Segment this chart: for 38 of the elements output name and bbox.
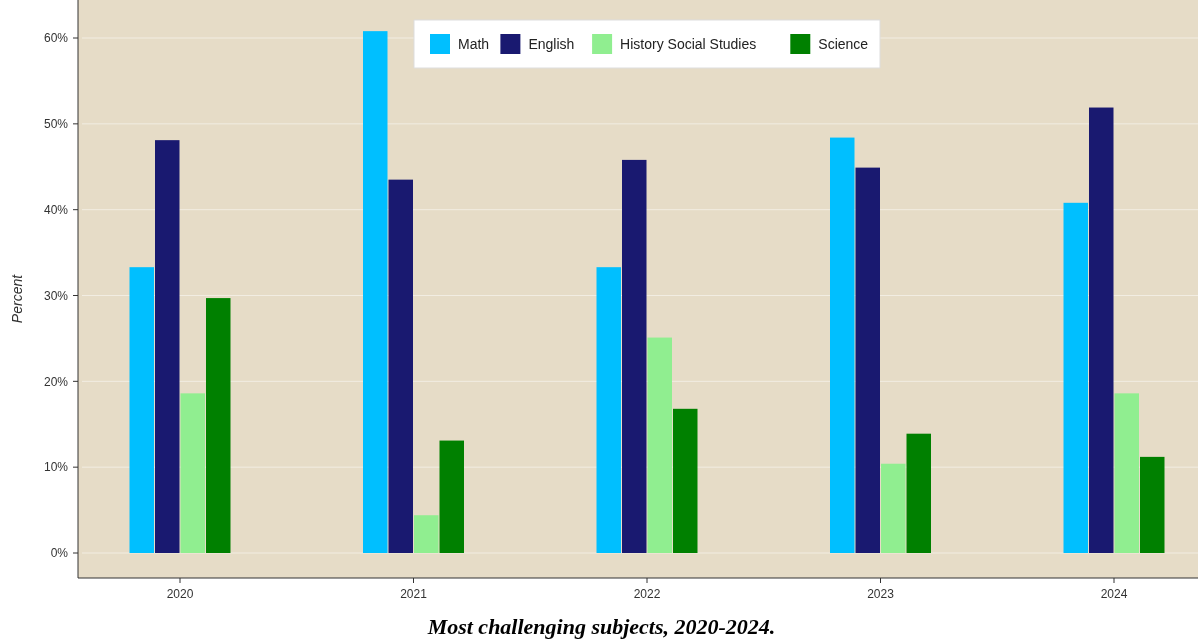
bar: [1089, 107, 1114, 553]
bar: [596, 267, 621, 553]
bar: [906, 433, 931, 553]
y-tick-label: 30%: [43, 288, 69, 303]
bar: [439, 440, 464, 553]
bar: [673, 408, 698, 553]
y-axis-title: Percent: [9, 273, 25, 324]
legend-label: Math: [458, 35, 490, 52]
bar: [206, 298, 231, 553]
bar: [129, 267, 154, 553]
bar: [622, 159, 647, 553]
bar: [1063, 202, 1088, 553]
bar: [1114, 393, 1139, 553]
x-tick-label: 2020: [166, 587, 194, 601]
y-tick-label: 40%: [43, 202, 69, 217]
legend-label: Science: [818, 35, 869, 52]
y-tick-label: 20%: [43, 374, 69, 389]
y-tick-label: 50%: [43, 117, 69, 132]
bar: [414, 515, 439, 553]
x-tick-label: 2022: [633, 587, 661, 601]
bar: [855, 167, 880, 553]
bar: [180, 393, 205, 553]
bar: [155, 140, 180, 553]
bar: [830, 137, 855, 553]
y-tick-label: 10%: [43, 460, 69, 475]
bar: [1140, 456, 1165, 553]
bar: [388, 179, 413, 553]
x-tick-label: 2021: [400, 587, 428, 601]
x-tick-label: 2024: [1100, 587, 1128, 601]
bar: [881, 463, 906, 553]
legend-label: History Social Studies: [620, 35, 757, 52]
y-tick-label: 60%: [43, 31, 69, 46]
bar: [363, 31, 388, 553]
text: Most challenging subjects, 2020-2024.: [426, 614, 776, 639]
legend-label: English: [528, 35, 575, 52]
y-tick-label: 0%: [50, 546, 69, 561]
x-tick-label: 2023: [867, 587, 895, 601]
bar: [647, 337, 672, 553]
